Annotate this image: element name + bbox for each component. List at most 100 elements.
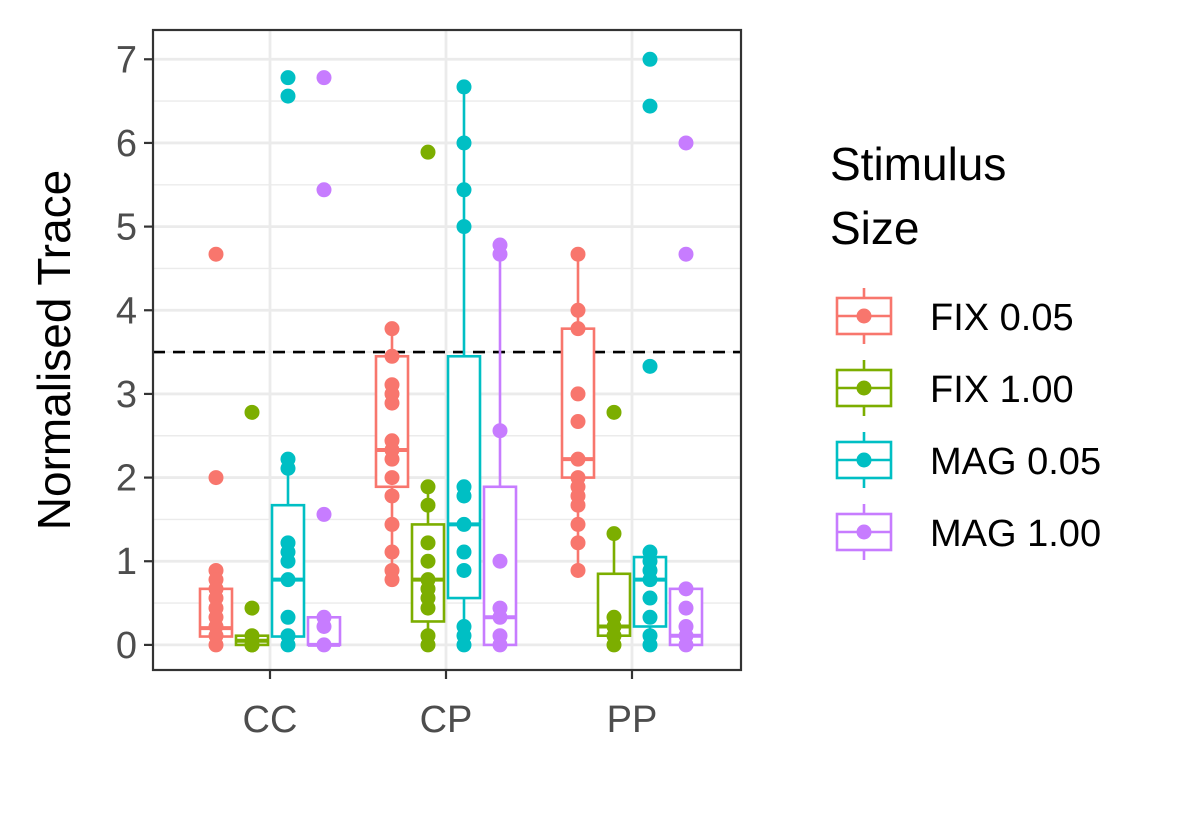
- legend-label: FIX 0.05: [930, 297, 1074, 339]
- data-point: [456, 182, 472, 198]
- box-body: [374, 354, 410, 489]
- y-tick-label: 1: [116, 541, 137, 583]
- x-axis: CC CP PP: [243, 670, 658, 741]
- legend-label: MAG 0.05: [930, 441, 1101, 483]
- data-point: [316, 506, 332, 522]
- data-point: [244, 600, 260, 616]
- legend-item-1: FIX 1.00: [835, 360, 1074, 416]
- data-point: [570, 535, 586, 551]
- data-point: [642, 609, 658, 625]
- y-tick-label: 7: [116, 39, 137, 81]
- data-point: [570, 516, 586, 532]
- data-point: [606, 404, 622, 420]
- y-tick-label: 3: [116, 374, 137, 416]
- legend-key-point: [856, 452, 872, 468]
- y-tick-label: 2: [116, 458, 137, 500]
- data-point: [492, 553, 508, 569]
- data-point: [420, 600, 436, 616]
- data-point: [316, 637, 332, 653]
- data-point: [420, 553, 436, 569]
- data-point: [456, 219, 472, 235]
- data-point: [570, 386, 586, 402]
- data-point: [642, 51, 658, 67]
- grid-lines: [153, 30, 741, 670]
- x-tick-label: CC: [243, 699, 298, 741]
- data-point: [492, 637, 508, 653]
- legend-key-point: [856, 524, 872, 540]
- data-point: [570, 451, 586, 467]
- legend-title-line-1: Stimulus: [830, 138, 1006, 190]
- y-axis-title: Normalised Trace: [28, 170, 80, 530]
- data-point: [420, 535, 436, 551]
- legend-item-0: FIX 0.05: [835, 288, 1074, 344]
- data-point: [384, 321, 400, 337]
- data-point: [280, 553, 296, 569]
- boxplot-CP-2: [446, 86, 482, 645]
- y-tick-label: 0: [116, 625, 137, 667]
- data-point: [456, 488, 472, 504]
- data-point: [244, 404, 260, 420]
- data-point: [456, 516, 472, 532]
- data-point: [492, 246, 508, 262]
- data-point: [492, 609, 508, 625]
- data-point: [384, 488, 400, 504]
- data-point: [384, 572, 400, 588]
- data-point: [606, 526, 622, 542]
- data-point: [678, 246, 694, 262]
- data-point: [642, 572, 658, 588]
- data-point: [642, 637, 658, 653]
- data-point: [316, 182, 332, 198]
- data-point: [384, 395, 400, 411]
- data-point: [420, 479, 436, 495]
- data-point: [456, 637, 472, 653]
- data-point: [208, 470, 224, 486]
- legend-label: FIX 1.00: [930, 369, 1074, 411]
- legend-item-2: MAG 0.05: [835, 432, 1101, 488]
- data-point: [642, 358, 658, 374]
- legend: Stimulus Size FIX 0.05 FIX 1.00 MAG 0.05 MA…: [830, 138, 1101, 560]
- y-tick-label: 6: [116, 123, 137, 165]
- data-point: [420, 144, 436, 160]
- data-point: [384, 451, 400, 467]
- data-point: [280, 70, 296, 86]
- data-point: [280, 88, 296, 104]
- data-point: [280, 460, 296, 476]
- data-point: [420, 497, 436, 513]
- data-point: [316, 70, 332, 86]
- data-point: [642, 98, 658, 114]
- data-point: [570, 497, 586, 513]
- x-tick-label: PP: [607, 699, 658, 741]
- data-point: [456, 79, 472, 95]
- data-point: [384, 470, 400, 486]
- data-point: [570, 562, 586, 578]
- data-point: [570, 414, 586, 430]
- data-point: [570, 246, 586, 262]
- data-point: [492, 423, 508, 439]
- data-point: [456, 562, 472, 578]
- data-point: [280, 572, 296, 588]
- data-point: [384, 544, 400, 560]
- legend-key-point: [856, 308, 872, 324]
- data-point: [678, 600, 694, 616]
- data-point: [456, 135, 472, 151]
- data-point: [384, 348, 400, 364]
- data-point: [280, 637, 296, 653]
- data-point: [642, 590, 658, 606]
- data-point: [244, 637, 260, 653]
- data-point: [678, 581, 694, 597]
- data-point: [208, 246, 224, 262]
- legend-key-point: [856, 380, 872, 396]
- data-point: [570, 302, 586, 318]
- data-point: [456, 544, 472, 560]
- data-point: [678, 637, 694, 653]
- box-body: [446, 354, 482, 600]
- legend-items: FIX 0.05 FIX 1.00 MAG 0.05 MAG 1.00: [835, 288, 1101, 560]
- y-tick-label: 4: [116, 290, 137, 332]
- legend-item-3: MAG 1.00: [835, 504, 1101, 560]
- y-axis: 0 1 2 3 4 5 6 7: [116, 39, 153, 667]
- data-point: [678, 135, 694, 151]
- data-point: [384, 516, 400, 532]
- y-tick-label: 5: [116, 207, 137, 249]
